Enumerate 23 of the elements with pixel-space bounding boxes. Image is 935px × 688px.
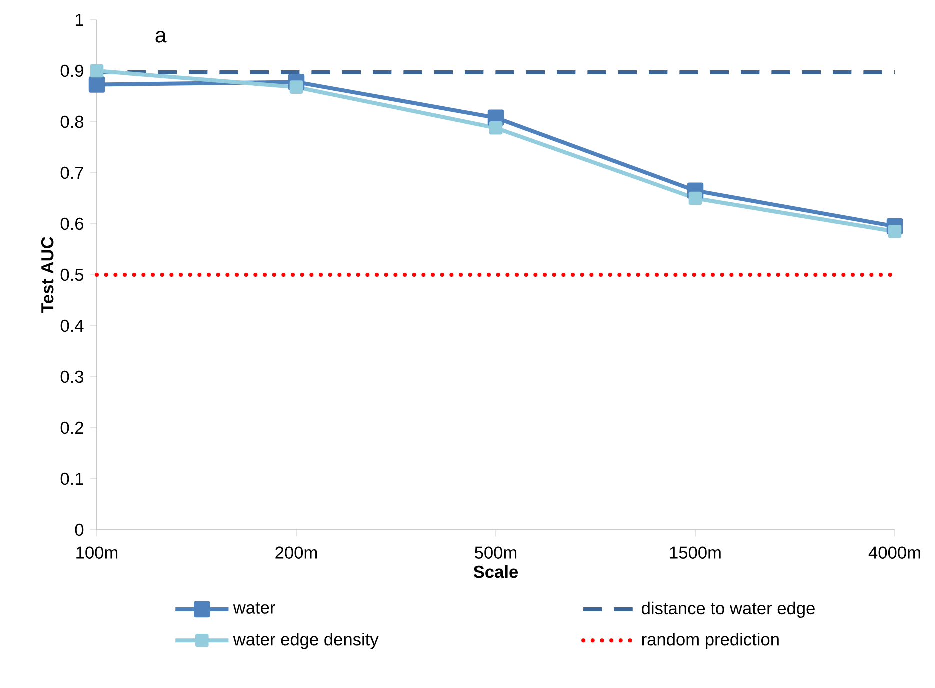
y-tick-label: 1 (76, 14, 84, 26)
y-tick-label: 0.6 (60, 218, 84, 230)
y-tick-label: 0.1 (60, 472, 84, 486)
y-axis-title: Test AUC (41, 237, 54, 314)
x-tick-label: 4000m (868, 546, 920, 559)
annotation: a (156, 31, 167, 43)
y-tick-label: 0.2 (60, 422, 84, 434)
y-tick-label: 0.4 (60, 320, 84, 332)
legend-label: water edge density (233, 633, 379, 650)
legend-label: random prediction (642, 633, 779, 650)
y-tick-label: 0.8 (60, 116, 84, 128)
x-tick-label: 100m (76, 546, 118, 559)
legend-label: distance to water edge (642, 602, 815, 618)
legend-label: water (233, 602, 276, 614)
y-tick-label: 0.9 (60, 64, 84, 78)
y-tick-label: 0.5 (60, 268, 84, 282)
y-tick-label: 0 (75, 524, 84, 536)
x-tick-label: 500m (475, 546, 517, 559)
x-axis-title: Scale (474, 565, 518, 578)
y-tick-label: 0.7 (60, 166, 84, 180)
x-tick-label: 200m (276, 546, 318, 559)
x-tick-label: 1500m (670, 546, 721, 559)
y-tick-label: 0.3 (60, 370, 84, 384)
